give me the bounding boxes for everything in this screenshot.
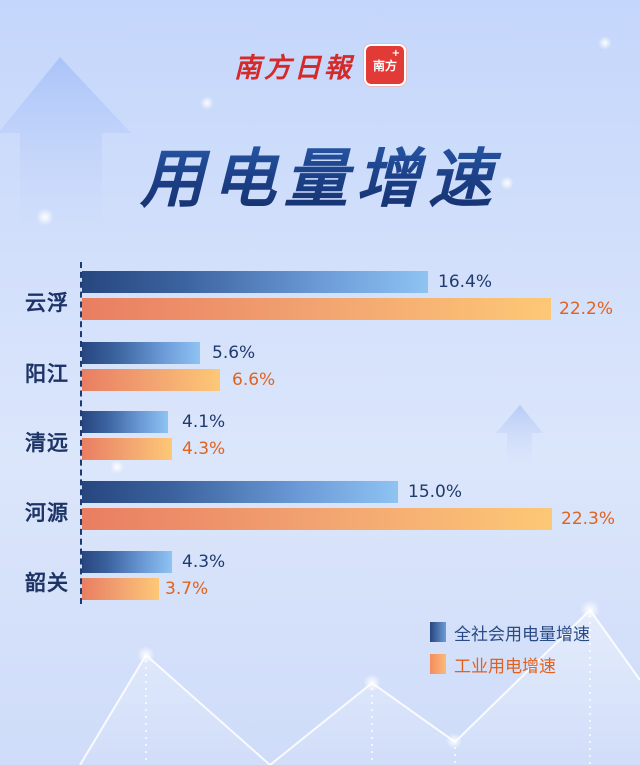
bar-industrial [82,508,552,530]
value-label-industrial: 22.2% [559,299,614,319]
legend-label-total: 全社会用电量增速 [454,624,590,645]
chart-title: 用电量增速 [0,128,640,220]
app-logo-text: 南方 [372,58,397,73]
value-label-industrial: 22.3% [561,509,616,529]
bar-industrial [82,369,220,391]
value-label-total: 5.6% [212,343,256,363]
value-label-industrial: 4.3% [182,439,226,459]
category-label: 河源 [25,501,69,525]
value-label-total: 16.4% [438,272,493,292]
app-logo-icon: 南方 + [364,44,406,86]
chart-legend: 全社会用电量增速 工业用电增速 [430,618,590,682]
value-label-industrial: 6.6% [232,370,276,390]
legend-swatch-total [430,622,446,642]
bar-total [82,342,200,364]
bar-industrial [82,578,159,600]
newspaper-logo-text: 南方日報 [234,52,354,84]
value-label-total: 4.1% [182,412,226,432]
bar-group-qingyuan: 清远 4.1% 4.3% [0,411,640,469]
bar-group-yunfu: 云浮 16.4% 22.2% [0,271,640,329]
value-label-total: 4.3% [182,552,226,572]
category-axis-line [80,262,82,604]
masthead: 南方日報 南方 + [0,44,640,86]
bar-total [82,481,398,503]
bar-group-shaoguan: 韶关 4.3% 3.7% [0,551,640,609]
app-logo-plus: + [391,48,400,59]
legend-label-industrial: 工业用电增速 [454,656,556,677]
category-label: 韶关 [25,571,69,595]
legend-item-total: 全社会用电量增速 [430,618,590,646]
category-label: 云浮 [25,291,69,315]
category-label: 阳江 [25,362,69,386]
legend-item-industrial: 工业用电增速 [430,650,590,678]
bar-total [82,551,172,573]
bar-industrial [82,298,551,320]
bar-industrial [82,438,172,460]
category-label: 清远 [25,431,69,455]
legend-swatch-industrial [430,654,446,674]
bar-group-yangjiang: 阳江 5.6% 6.6% [0,342,640,400]
value-label-total: 15.0% [408,482,463,502]
bar-total [82,411,168,433]
bar-total [82,271,428,293]
bar-group-heyuan: 河源 15.0% 22.3% [0,481,640,539]
value-label-industrial: 3.7% [165,579,209,599]
